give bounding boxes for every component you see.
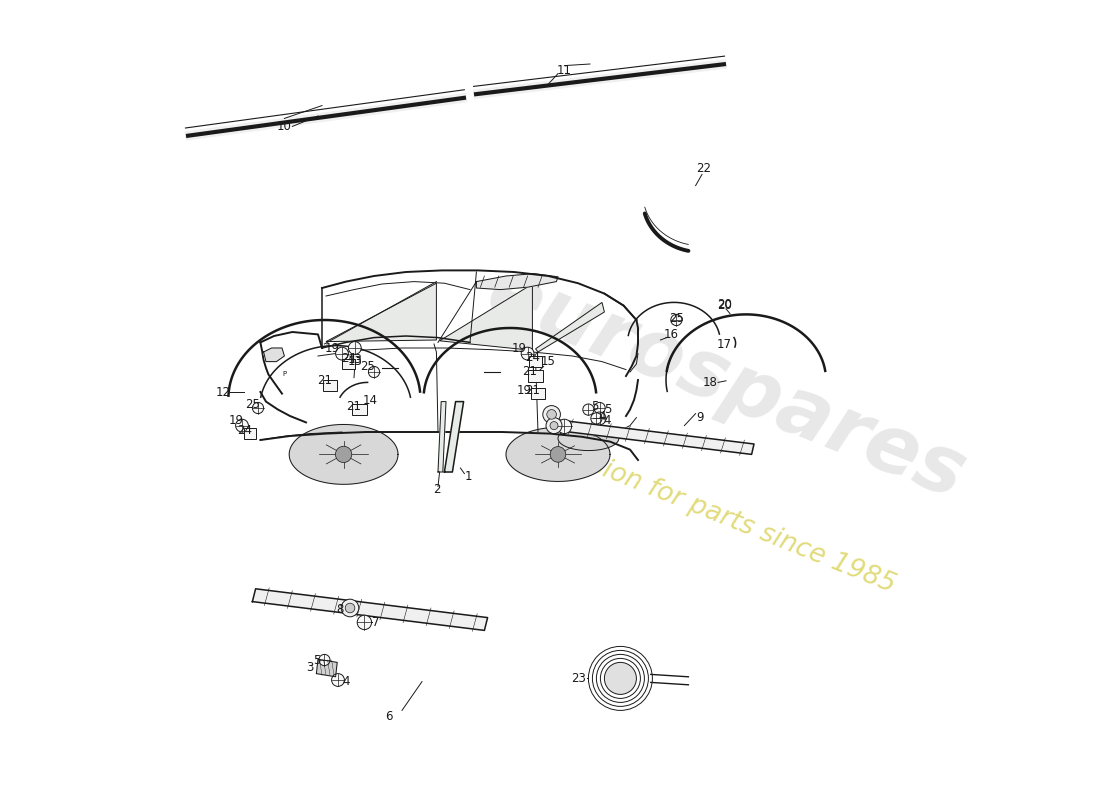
Circle shape (358, 615, 372, 630)
Text: 19: 19 (517, 384, 532, 397)
Text: 2: 2 (432, 483, 440, 496)
Text: 21: 21 (525, 384, 540, 397)
Bar (528, 370, 542, 382)
Text: 21: 21 (317, 374, 332, 387)
Text: 4: 4 (604, 414, 612, 426)
Circle shape (331, 674, 344, 686)
Circle shape (547, 410, 557, 419)
Circle shape (546, 418, 562, 434)
Text: 15: 15 (541, 355, 556, 368)
Polygon shape (557, 420, 754, 454)
Text: 19: 19 (229, 414, 244, 427)
Text: 24: 24 (341, 352, 356, 365)
Circle shape (349, 342, 361, 354)
Text: 11: 11 (557, 64, 572, 77)
Text: 13: 13 (348, 354, 362, 366)
Circle shape (550, 446, 565, 462)
Circle shape (336, 347, 349, 360)
Text: 20: 20 (717, 299, 732, 312)
Polygon shape (438, 402, 446, 472)
Text: 23: 23 (571, 672, 586, 685)
Circle shape (341, 599, 359, 617)
Circle shape (558, 419, 572, 434)
Text: 25: 25 (245, 398, 260, 410)
Text: 5: 5 (312, 654, 320, 666)
Polygon shape (536, 302, 604, 352)
Bar (529, 356, 542, 366)
Text: 21: 21 (346, 400, 362, 413)
Bar (531, 388, 546, 399)
Text: 12: 12 (216, 386, 231, 398)
Polygon shape (476, 274, 558, 290)
Text: 14: 14 (363, 394, 377, 406)
Text: 24: 24 (525, 351, 540, 364)
Circle shape (583, 404, 594, 415)
Bar (352, 404, 366, 415)
Circle shape (319, 654, 330, 666)
Circle shape (235, 419, 249, 432)
Text: 5: 5 (591, 400, 598, 413)
Text: 19: 19 (324, 342, 340, 355)
Text: 20: 20 (717, 298, 732, 310)
Text: 3: 3 (306, 661, 313, 674)
Circle shape (252, 402, 264, 414)
Text: 9: 9 (696, 411, 704, 424)
Circle shape (591, 413, 602, 424)
Circle shape (550, 422, 558, 430)
Text: 18: 18 (703, 376, 717, 389)
Circle shape (542, 406, 560, 423)
Circle shape (521, 347, 534, 360)
Polygon shape (186, 94, 466, 140)
Circle shape (604, 662, 637, 694)
Text: 4: 4 (598, 410, 606, 422)
Text: 24: 24 (236, 424, 252, 437)
Text: 16: 16 (664, 328, 679, 341)
Polygon shape (506, 427, 610, 482)
Polygon shape (289, 425, 398, 484)
Circle shape (671, 314, 682, 326)
Text: eurospares: eurospares (475, 253, 977, 515)
Text: 8: 8 (337, 603, 344, 616)
Circle shape (593, 412, 606, 425)
Circle shape (368, 366, 379, 378)
Circle shape (336, 446, 352, 462)
Polygon shape (558, 426, 619, 450)
Text: a passion for parts since 1985: a passion for parts since 1985 (520, 426, 900, 598)
Polygon shape (252, 589, 487, 630)
Polygon shape (264, 348, 285, 362)
Text: 10: 10 (277, 120, 292, 133)
Polygon shape (444, 402, 463, 472)
Text: P: P (283, 371, 286, 377)
Text: 19: 19 (513, 342, 527, 355)
Bar (243, 429, 256, 438)
Bar (342, 358, 355, 369)
Text: 25: 25 (669, 312, 684, 325)
Text: 4: 4 (342, 675, 350, 688)
Text: 6: 6 (385, 710, 392, 722)
Text: 5: 5 (604, 403, 612, 416)
Polygon shape (440, 284, 532, 350)
Circle shape (345, 603, 355, 613)
Text: 22: 22 (696, 162, 711, 174)
Text: 21: 21 (522, 365, 538, 378)
Bar (322, 380, 338, 391)
Text: 7: 7 (372, 616, 379, 629)
Polygon shape (473, 60, 726, 98)
Polygon shape (326, 283, 437, 342)
Polygon shape (317, 659, 338, 677)
Text: 13: 13 (348, 355, 362, 368)
Text: 1: 1 (464, 470, 472, 482)
Circle shape (594, 402, 605, 414)
Text: 17: 17 (717, 338, 732, 350)
Text: 25: 25 (360, 360, 375, 373)
